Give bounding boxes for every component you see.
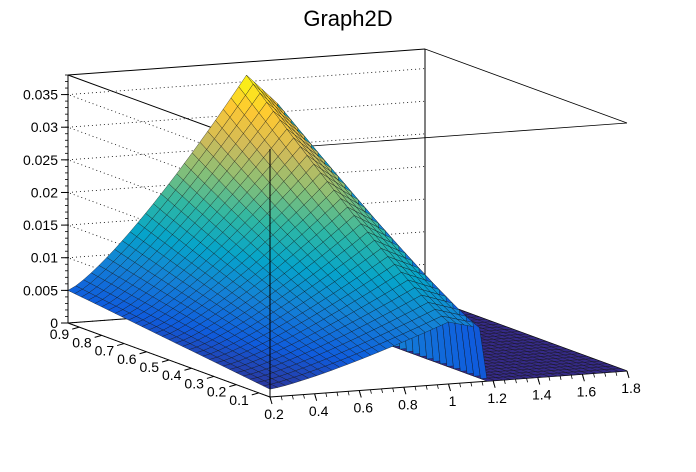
x-minor-tick (347, 391, 350, 396)
x-tick-label: 1 (449, 393, 457, 409)
y-tick-label: 0.7 (95, 343, 115, 359)
z-tick-label: 0 (50, 315, 58, 331)
chart-title: Graph2D (303, 6, 392, 31)
y-tick-mark (251, 392, 259, 396)
x-minor-tick (470, 382, 473, 387)
x-minor-tick (548, 376, 551, 381)
y-tick-mark (206, 375, 215, 379)
x-minor-tick (370, 389, 372, 394)
y-tick-mark (72, 326, 80, 330)
x-minor-tick (358, 390, 361, 395)
x-minor-tick (325, 392, 328, 398)
x-tick-label: 0.8 (398, 396, 418, 412)
x-minor-tick (459, 383, 462, 388)
x-minor-tick (593, 373, 595, 378)
y-tick-mark (161, 359, 170, 363)
y-tick-label: 0.5 (140, 359, 160, 375)
x-minor-tick (448, 383, 450, 389)
y-tick-mark (116, 343, 125, 347)
y-tick-label: 0.1 (229, 392, 249, 408)
y-tick-label: 0.8 (72, 334, 92, 350)
x-tick-label: 0.2 (264, 406, 284, 422)
x-tick-label: 0.4 (309, 403, 329, 419)
x-minor-tick (392, 387, 395, 393)
x-tick-label: 1.4 (532, 387, 552, 403)
x-minor-tick (481, 381, 484, 386)
z-tick-label: 0.015 (23, 217, 58, 233)
x-minor-tick (291, 395, 294, 400)
z-tick-label: 0.02 (31, 184, 58, 200)
x-minor-tick (559, 375, 562, 380)
x-axis: 0.2 0.4 0.6 0.8 1 1.2 1.4 1.6 1.8 (264, 370, 641, 422)
y-tick-mark (229, 384, 237, 388)
surface-cell (612, 368, 628, 372)
x-minor-tick (492, 380, 495, 385)
y-tick-label: 0.6 (117, 351, 137, 367)
x-minor-tick (269, 396, 272, 402)
y-tick-mark (184, 367, 192, 371)
y-tick-label: 0.9 (50, 326, 70, 342)
y-tick-label: 0.4 (162, 367, 182, 383)
z-tick-label: 0.025 (23, 152, 58, 168)
y-tick-label: 0.3 (184, 375, 204, 391)
y-tick-mark (139, 351, 147, 355)
x-minor-tick (537, 377, 540, 382)
x-minor-tick (336, 392, 339, 397)
x-minor-tick (626, 370, 629, 376)
y-tick-mark (94, 334, 102, 338)
x-tick-label: 1.8 (621, 380, 641, 396)
x-minor-tick (425, 385, 428, 390)
x-minor-tick (604, 372, 607, 377)
x-minor-tick (570, 374, 573, 380)
x-minor-tick (280, 396, 283, 401)
x-minor-tick (581, 374, 584, 379)
x-minor-tick (436, 384, 439, 389)
surface-mesh (67, 74, 628, 390)
x-minor-tick (615, 371, 618, 376)
x-tick-label: 0.6 (354, 400, 374, 416)
z-axis: 0 0.005 0.01 0.015 0.02 0.025 0.03 0.035 (23, 74, 68, 331)
x-minor-tick (381, 388, 383, 393)
x-tick-label: 1.6 (577, 383, 597, 399)
x-minor-tick (314, 393, 317, 398)
x-minor-tick (403, 387, 406, 392)
y-axis: 0.10.20.30.40.50.60.70.80.9 (50, 326, 259, 408)
z-tick-label: 0.01 (31, 250, 58, 266)
x-minor-tick (526, 378, 528, 383)
z-tick-label: 0.03 (31, 119, 58, 135)
z-tick-label: 0.035 (23, 87, 58, 103)
x-minor-tick (515, 379, 517, 384)
x-minor-tick (503, 379, 506, 385)
x-minor-tick (414, 386, 417, 391)
z-tick-label: 0.005 (23, 282, 58, 298)
x-minor-tick (303, 394, 305, 399)
y-tick-label: 0.2 (207, 384, 227, 400)
x-tick-label: 1.2 (487, 390, 507, 406)
